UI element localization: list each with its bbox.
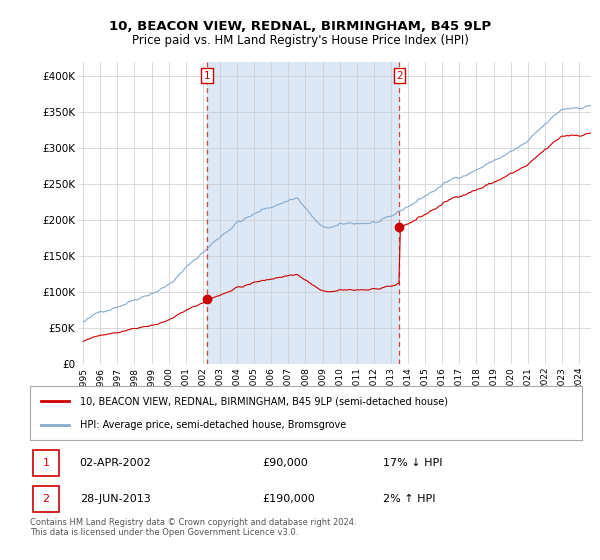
Text: 2: 2 bbox=[396, 71, 403, 81]
Text: 10, BEACON VIEW, REDNAL, BIRMINGHAM, B45 9LP (semi-detached house): 10, BEACON VIEW, REDNAL, BIRMINGHAM, B45… bbox=[80, 396, 448, 407]
FancyBboxPatch shape bbox=[33, 486, 59, 512]
Bar bbox=[207, 62, 400, 364]
Text: 10, BEACON VIEW, REDNAL, BIRMINGHAM, B45 9LP: 10, BEACON VIEW, REDNAL, BIRMINGHAM, B45… bbox=[109, 20, 491, 32]
Text: HPI: Average price, semi-detached house, Bromsgrove: HPI: Average price, semi-detached house,… bbox=[80, 419, 346, 430]
Text: Contains HM Land Registry data © Crown copyright and database right 2024.
This d: Contains HM Land Registry data © Crown c… bbox=[30, 518, 356, 538]
FancyBboxPatch shape bbox=[33, 450, 59, 477]
Text: £190,000: £190,000 bbox=[262, 494, 314, 503]
Text: 2: 2 bbox=[43, 494, 50, 503]
Text: 02-APR-2002: 02-APR-2002 bbox=[80, 459, 151, 468]
Text: 1: 1 bbox=[43, 459, 50, 468]
Text: 2% ↑ HPI: 2% ↑ HPI bbox=[383, 494, 436, 503]
Text: 28-JUN-2013: 28-JUN-2013 bbox=[80, 494, 151, 503]
Text: Price paid vs. HM Land Registry's House Price Index (HPI): Price paid vs. HM Land Registry's House … bbox=[131, 34, 469, 46]
Text: 1: 1 bbox=[204, 71, 211, 81]
Text: £90,000: £90,000 bbox=[262, 459, 308, 468]
Text: 17% ↓ HPI: 17% ↓ HPI bbox=[383, 459, 443, 468]
